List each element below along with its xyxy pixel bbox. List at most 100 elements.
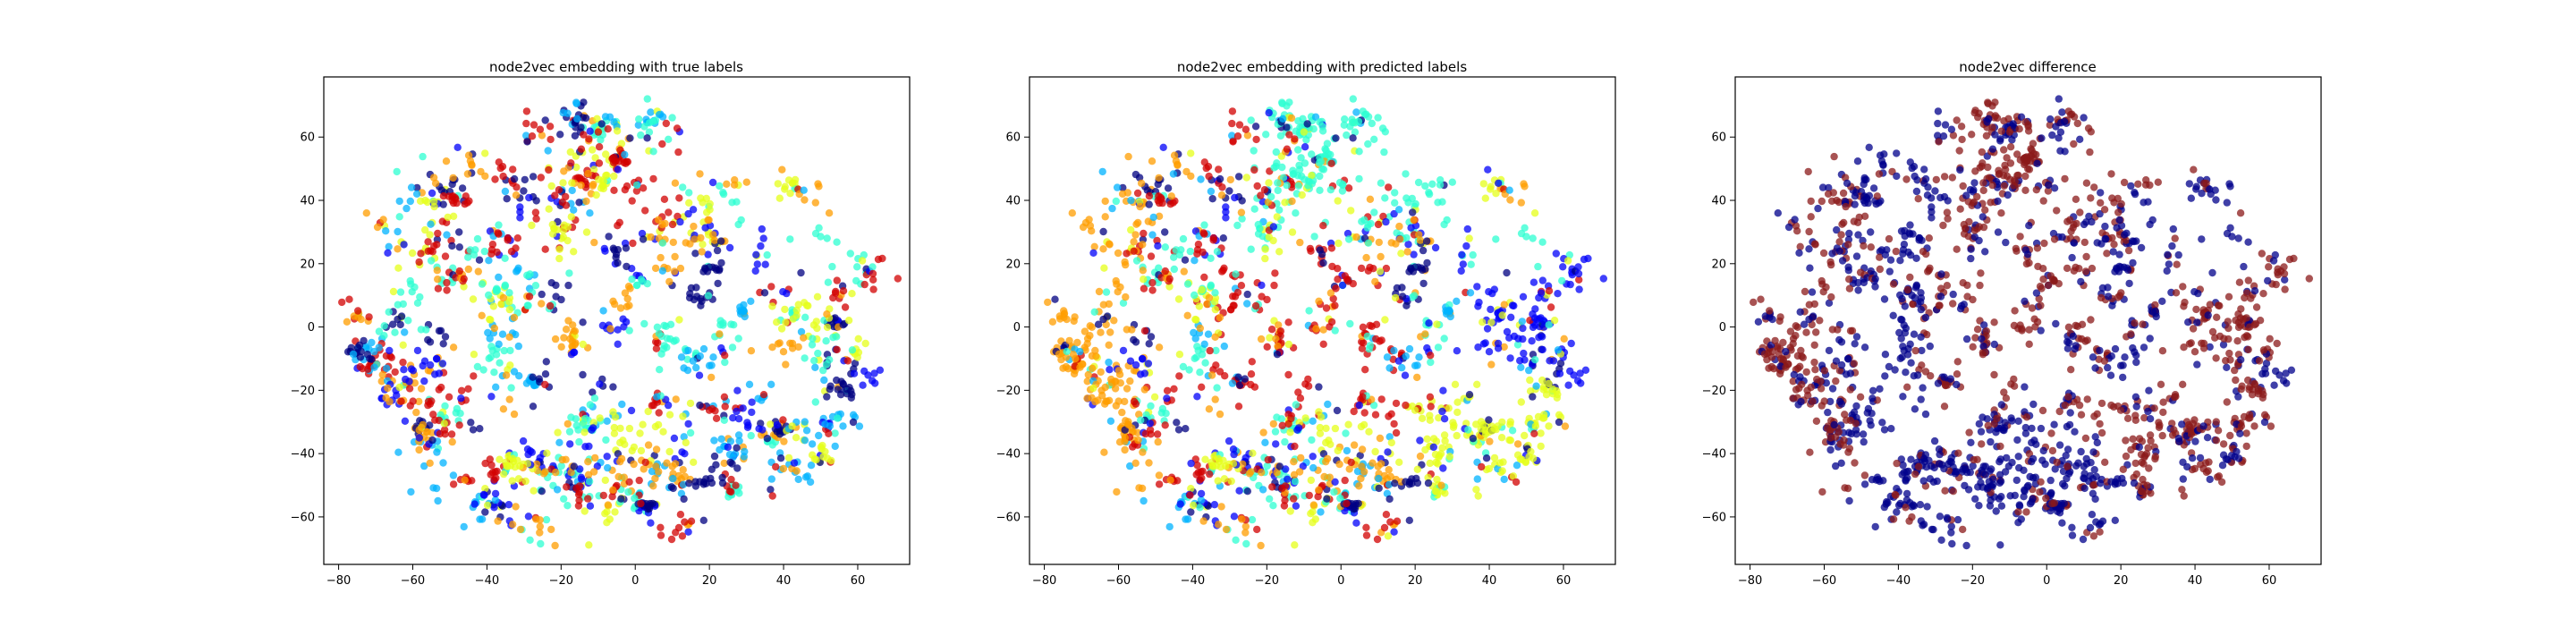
scatter-point <box>2179 475 2187 483</box>
scatter-point <box>1818 487 1826 496</box>
scatter-point <box>714 279 722 288</box>
scatter-point <box>2013 436 2021 445</box>
scatter-point <box>1845 496 1853 505</box>
scatter-point <box>1089 384 1097 393</box>
scatter-point <box>2044 181 2053 190</box>
scatter-point <box>1509 472 1518 480</box>
scatter-point <box>502 371 511 379</box>
scatter-point <box>399 341 407 349</box>
scatter-point <box>833 238 841 246</box>
scatter-point <box>748 398 756 406</box>
scatter-point <box>1835 335 1843 344</box>
scatter-point <box>2180 302 2188 310</box>
scatter-point <box>571 327 580 335</box>
scatter-point <box>564 236 572 245</box>
scatter-point <box>1335 239 1343 248</box>
scatter-point <box>1318 127 1327 135</box>
scatter-point <box>1921 410 1930 419</box>
scatter-point <box>665 277 674 286</box>
scatter-point <box>678 532 687 540</box>
scatter-point <box>2097 428 2106 437</box>
scatter-point <box>505 395 513 403</box>
scatter-point <box>417 385 426 393</box>
scatter-point <box>1954 449 1962 457</box>
scatter-point <box>578 475 586 483</box>
scatter-point <box>1549 357 1558 365</box>
scatter-point <box>2148 216 2157 225</box>
scatter-point <box>1235 487 1243 495</box>
scatter-point <box>1402 233 1411 242</box>
scatter-point <box>1275 321 1283 329</box>
scatter-point <box>1445 453 1454 461</box>
scatter-point <box>1993 114 2002 123</box>
panel-title: node2vec embedding with true labels <box>489 59 743 75</box>
scatter-point <box>489 302 497 310</box>
scatter-point <box>1271 428 1280 436</box>
scatter-point <box>833 376 841 385</box>
scatter-point <box>1247 468 1255 476</box>
scatter-point <box>1852 333 1861 341</box>
scatter-point <box>2219 341 2228 349</box>
scatter-point <box>1826 258 1835 267</box>
scatter-point <box>1101 383 1109 392</box>
scatter-point <box>2114 479 2122 487</box>
scatter-point <box>1983 415 1991 423</box>
scatter-point <box>521 175 529 184</box>
scatter-point <box>1545 287 1554 295</box>
scatter-point <box>1908 164 1916 173</box>
scatter-point <box>1247 370 1256 378</box>
scatter-point <box>2106 371 2115 379</box>
scatter-point <box>2011 307 2019 315</box>
scatter-point <box>1897 335 1905 343</box>
scatter-point <box>560 495 568 503</box>
scatter-point <box>1298 191 1306 199</box>
scatter-point <box>2039 197 2047 205</box>
scatter-point <box>2107 352 2115 360</box>
scatter-point <box>494 229 502 237</box>
scatter-point <box>806 478 815 487</box>
scatter-point <box>1111 377 1119 386</box>
scatter-point <box>1448 178 1457 186</box>
scatter-point <box>2092 518 2100 526</box>
scatter-point <box>602 150 610 158</box>
scatter-point <box>2107 478 2115 486</box>
scatter-point <box>1175 372 1183 380</box>
scatter-point <box>538 300 546 308</box>
scatter-point <box>433 448 441 456</box>
scatter-point <box>682 239 690 247</box>
scatter-point <box>2056 128 2065 136</box>
scatter-point <box>2214 301 2223 309</box>
scatter-point <box>734 415 743 423</box>
scatter-point <box>570 248 578 256</box>
scatter-point <box>1208 371 1216 379</box>
scatter-point <box>648 117 657 126</box>
scatter-point <box>1086 322 1094 330</box>
scatter-point <box>2082 252 2090 261</box>
scatter-point <box>1939 221 1947 230</box>
scatter-point <box>434 496 442 505</box>
scatter-point <box>2021 423 2029 432</box>
scatter-point <box>1233 221 1241 230</box>
scatter-point <box>1828 250 1836 258</box>
scatter-point <box>428 189 436 198</box>
scatter-point <box>1385 412 1393 420</box>
scatter-point <box>1421 330 1429 338</box>
scatter-point <box>2082 179 2091 187</box>
scatter-point <box>1936 292 1945 301</box>
scatter-point <box>1179 362 1188 371</box>
scatter-point <box>1114 397 1123 405</box>
scatter-point <box>1390 528 1398 536</box>
scatter-point <box>1860 471 1869 479</box>
scatter-point <box>1497 434 1506 442</box>
scatter-point <box>802 427 811 435</box>
scatter-point <box>674 148 682 157</box>
scatter-point <box>653 323 662 331</box>
scatter-point <box>1211 333 1219 341</box>
scatter-point <box>1316 186 1324 194</box>
scatter-point <box>541 468 549 476</box>
scatter-point <box>1336 494 1344 503</box>
scatter-point <box>1854 286 1862 294</box>
scatter-point <box>1574 263 1582 271</box>
scatter-point <box>1517 199 1526 207</box>
scatter-point <box>839 379 847 388</box>
